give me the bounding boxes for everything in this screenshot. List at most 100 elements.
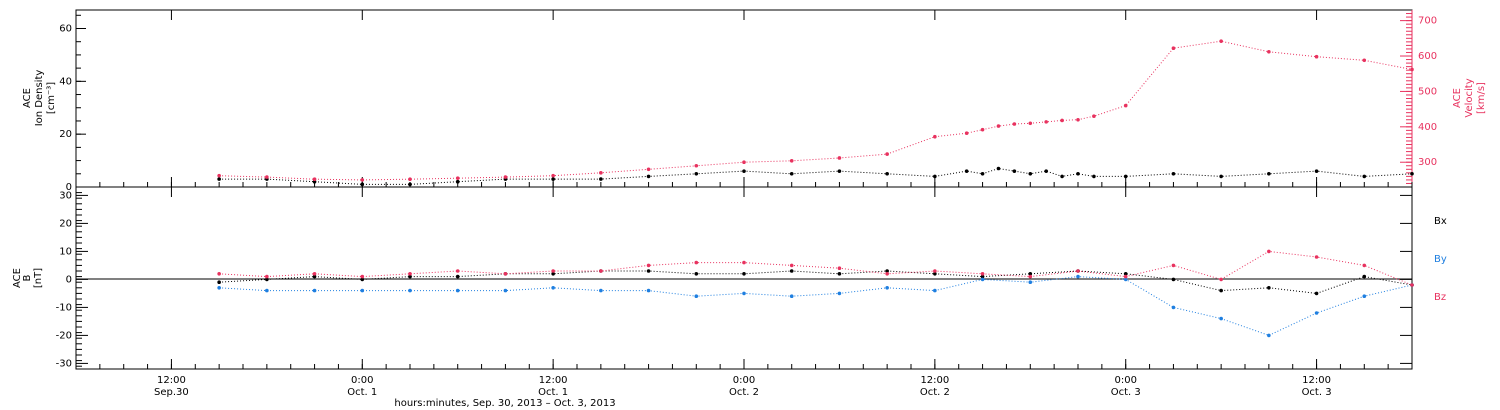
density-tick-label: 60	[59, 23, 72, 34]
x-tick-date: Oct. 2	[920, 387, 950, 398]
bz-point	[551, 269, 555, 273]
by-point	[599, 288, 603, 293]
velocity-tick-label: 500	[1418, 86, 1437, 97]
by-point-trace	[219, 276, 1413, 336]
bz-point	[1123, 274, 1128, 279]
velocity-tick-label: 400	[1418, 122, 1437, 133]
bz-point	[1076, 269, 1080, 273]
velocity-point	[312, 177, 317, 182]
density-tick-label: 0	[66, 182, 72, 193]
bx-point	[933, 272, 937, 276]
density-point	[1171, 171, 1176, 176]
velocity-point	[1044, 120, 1048, 124]
density-label-line2: Ion Density	[34, 70, 45, 127]
x-tick-date: Sep.30	[154, 387, 189, 398]
velocity-point	[964, 131, 969, 135]
density-tick-label: 20	[59, 129, 72, 140]
x-tick-date: Oct. 3	[1302, 387, 1332, 398]
density-point	[312, 179, 317, 184]
velocity-tick-label: 600	[1418, 51, 1437, 62]
bx-point	[1267, 286, 1271, 290]
velocity-point	[1362, 58, 1367, 63]
velocity-point	[885, 152, 889, 156]
density-point	[1044, 169, 1048, 173]
density-point	[1267, 171, 1271, 176]
velocity-point	[980, 127, 985, 132]
density-point	[964, 169, 969, 173]
bz-point	[1267, 249, 1271, 254]
bz-point	[1362, 263, 1367, 268]
density-point	[885, 171, 889, 176]
bx-point	[1362, 274, 1367, 279]
density-point	[1012, 169, 1017, 173]
bx-point	[455, 274, 460, 279]
bx-point	[1171, 277, 1176, 282]
velocity-point	[996, 124, 1001, 128]
x-tick-time: 0:00	[1114, 375, 1136, 386]
velocity-point	[1012, 122, 1017, 126]
by-point	[1219, 316, 1223, 321]
bx-point	[1123, 272, 1128, 276]
x-tick-time: 0:00	[733, 375, 755, 386]
velocity-point	[1314, 54, 1319, 59]
by-point	[265, 288, 269, 293]
legend-bz: Bz	[1434, 292, 1446, 303]
bz-point	[694, 260, 699, 265]
x-tick-date: Oct. 1	[347, 387, 377, 398]
bz-point	[1028, 274, 1033, 279]
bz-point	[360, 274, 365, 279]
x-tick-date: Oct. 3	[1111, 387, 1141, 398]
field-label-line1: ACE	[12, 268, 23, 288]
by-point	[933, 288, 937, 293]
bx-point	[1028, 272, 1033, 276]
x-tick-date: Oct. 1	[538, 387, 568, 398]
velocity-point	[933, 134, 937, 139]
bz-point	[599, 269, 603, 273]
density-point-trace	[219, 167, 1413, 185]
bx-point	[1314, 291, 1319, 296]
bottom-panel-frame	[75, 186, 1413, 370]
velocity-tick-label: 300	[1418, 157, 1437, 168]
bx-point	[885, 269, 889, 273]
bz-point	[1219, 277, 1223, 282]
by-point	[551, 286, 555, 290]
field-tick-label: -20	[56, 330, 72, 341]
bx-point	[1219, 288, 1223, 293]
bz-point	[503, 272, 508, 276]
field-tick-label: -10	[56, 302, 72, 313]
velocity-point	[1092, 114, 1096, 118]
density-point	[408, 182, 412, 187]
density-point	[599, 177, 603, 181]
by-point	[455, 288, 460, 293]
velocity-point	[1267, 49, 1271, 54]
density-point	[1410, 171, 1414, 176]
bx-point-trace	[219, 270, 1413, 294]
legend-by: By	[1434, 254, 1447, 265]
x-tick-time: 0:00	[351, 375, 373, 386]
density-point	[980, 171, 985, 176]
density-label-line1: ACE	[22, 88, 33, 108]
by-point	[503, 288, 508, 293]
density-point	[1076, 171, 1080, 176]
field-label-line3: [nT]	[33, 268, 44, 288]
by-point	[1314, 311, 1319, 315]
bz-point	[646, 263, 651, 268]
density-point	[1219, 174, 1223, 179]
velocity-point	[551, 173, 555, 178]
velocity-point	[1060, 118, 1064, 123]
density-point	[455, 179, 460, 184]
velocity-point-trace	[219, 40, 1413, 181]
velocity-point	[1219, 39, 1223, 43]
field-label-line2: B	[22, 274, 33, 281]
velocity-point	[503, 175, 508, 179]
by-point	[408, 288, 412, 293]
density-tick-label: 40	[59, 76, 72, 87]
field-tick-label: 0	[66, 274, 72, 285]
velocity-point	[455, 176, 460, 180]
x-tick-time: 12:00	[920, 375, 949, 386]
by-point	[360, 288, 365, 293]
velocity-label-line2: Velocity	[1464, 78, 1475, 117]
velocity-label-line3: [km/s]	[1476, 82, 1487, 114]
bx-point	[551, 272, 555, 276]
density-point	[1362, 174, 1367, 179]
